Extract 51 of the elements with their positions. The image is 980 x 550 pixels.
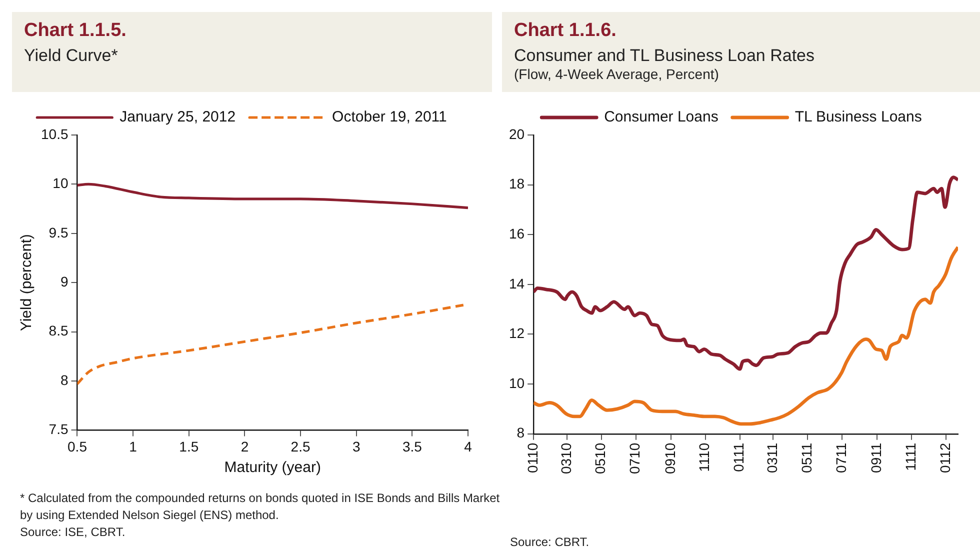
chart-subtitle: Consumer and TL Business Loan Rates (Flow, 4-Week Average, Percent) [514, 46, 816, 84]
chart-title: Chart 1.1.5. [24, 20, 128, 42]
chart-subtitle: Yield Curve* [24, 46, 119, 65]
source-note: Source: CBRT. [510, 534, 590, 550]
x-tick-label: 0310 [558, 442, 574, 474]
y-tick-label: 10 [52, 175, 68, 192]
y-tick-label: 14 [508, 275, 525, 292]
line-series [534, 176, 958, 371]
x-tick-label: 0911 [868, 442, 884, 473]
line-series [534, 245, 958, 426]
x-tick-label: 1111 [902, 442, 919, 471]
x-tick-label: 0112 [936, 442, 953, 473]
y-tick-label: 7.5 [48, 421, 68, 438]
y-tick-label: 8.5 [48, 322, 68, 339]
source-note: Source: ISE, CBRT. [20, 524, 126, 541]
x-axis-title: Maturity (year) [224, 459, 321, 476]
chart-title: Chart 1.1.6. [514, 20, 618, 42]
x-tick-label: 2.5 [290, 438, 310, 454]
y-tick-label: 9 [60, 273, 68, 290]
y-tick-label: 10 [508, 374, 525, 391]
x-tick-label: 4 [464, 438, 472, 454]
line-series [77, 182, 468, 210]
x-tick-label: 0111 [730, 442, 747, 472]
legend-label: January 25, 2012 [120, 108, 236, 126]
y-tick-label: 20 [508, 126, 525, 142]
x-tick-label: 1.5 [179, 438, 199, 454]
x-tick-label: 2 [240, 438, 249, 454]
x-tick-label: 0910 [662, 442, 678, 474]
x-tick-label: 0511 [798, 442, 815, 473]
y-axis-title: Yield (percent) [18, 234, 36, 332]
legend-label: TL Business Loans [794, 108, 922, 126]
y-tick-label: 12 [508, 325, 525, 342]
y-tick-label: 18 [508, 176, 525, 192]
x-tick-label: 0510 [592, 442, 608, 474]
y-tick-label: 9.5 [48, 224, 68, 240]
x-tick-label: 1110 [696, 442, 712, 472]
x-tick-label: 0110 [524, 442, 540, 473]
legend-label: October 19, 2011 [332, 108, 447, 126]
text: * Calculated from the compounded returns on bonds quoted in ISE Bonds and Bills Market by using Extended Nelson Siegel (ENS) method. [20, 490, 500, 524]
y-tick-label: 16 [508, 225, 525, 242]
x-tick-label: 0.5 [68, 438, 88, 454]
x-tick-label: 3 [352, 438, 360, 454]
y-tick-label: 8 [516, 424, 525, 441]
x-tick-label: 3.5 [402, 438, 422, 454]
legend-label: Consumer Loans [604, 108, 718, 126]
x-tick-label: 0711 [833, 442, 850, 473]
y-tick-label: 8 [60, 372, 68, 388]
x-tick-label: 0311 [764, 442, 780, 473]
x-tick-label: 0710 [626, 442, 643, 474]
y-tick-label: 10.5 [41, 126, 68, 142]
x-tick-label: 1 [129, 438, 138, 454]
